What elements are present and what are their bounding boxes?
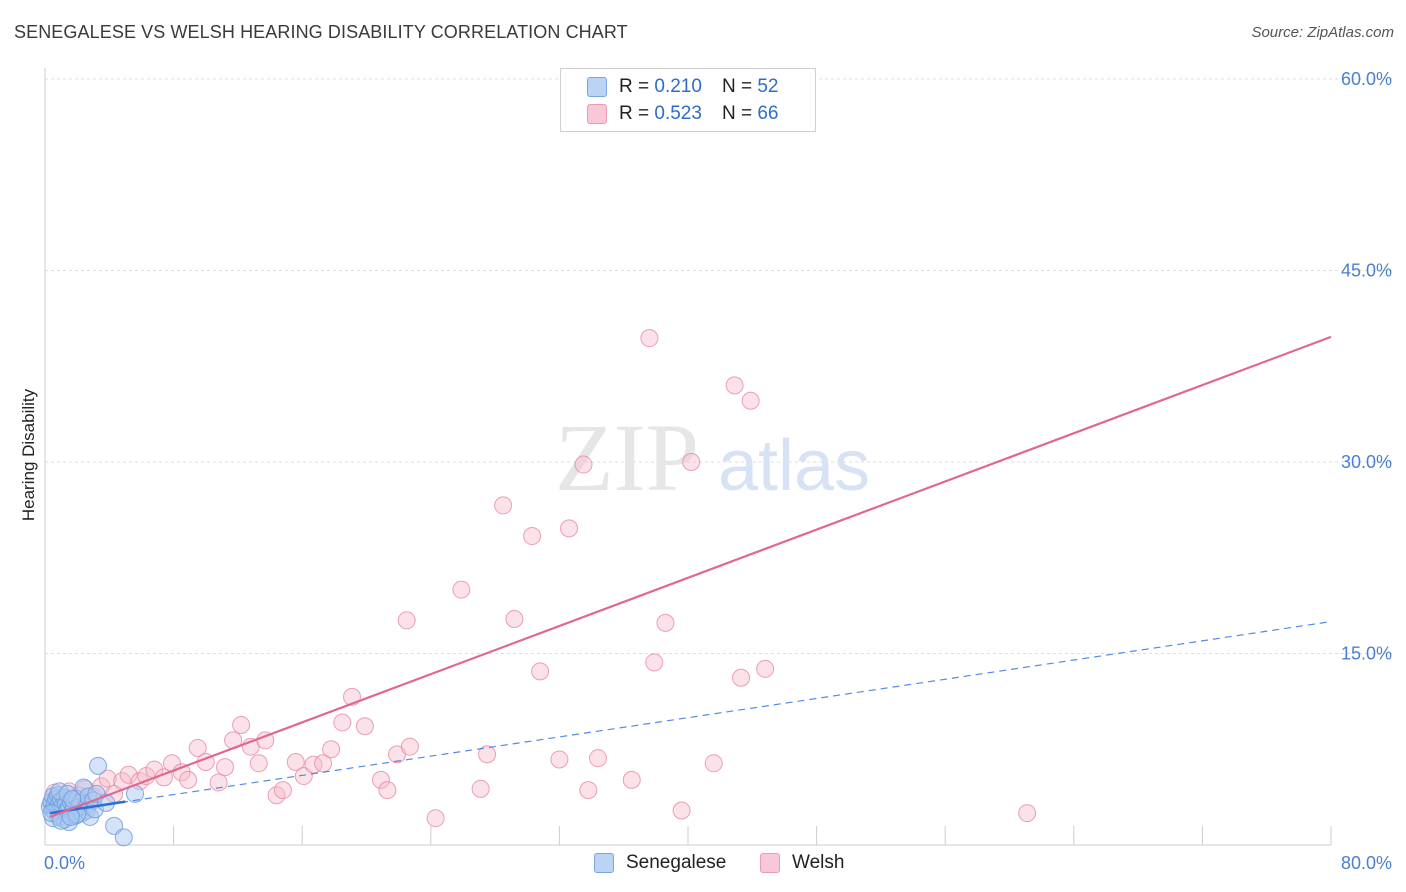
welsh-point <box>273 781 292 800</box>
legend-r-label: R = <box>619 76 650 97</box>
x-tick-label: 80.0% <box>1341 853 1392 873</box>
welsh-point <box>179 770 198 789</box>
senegalese-swatch <box>594 853 614 873</box>
senegalese-swatch <box>587 77 607 97</box>
welsh-point <box>333 713 352 732</box>
welsh-trend-line <box>49 335 1332 818</box>
stats-legend: R = 0.210 N = 52 R = 0.523 N = 66 <box>560 68 816 132</box>
senegalese-point <box>89 756 108 775</box>
y-tick-label: 60.0% <box>1341 69 1392 89</box>
legend-label-welsh: Welsh <box>792 852 845 873</box>
legend-item-welsh: Welsh <box>760 852 844 874</box>
legend-row-welsh: R = 0.523 N = 66 <box>587 102 778 126</box>
welsh-point <box>98 769 117 788</box>
welsh-point <box>452 580 471 599</box>
welsh-point <box>355 717 374 736</box>
senegalese-point <box>63 790 82 809</box>
x-tick-labels: 0.0% 80.0% <box>44 853 1392 873</box>
legend-n-value: 52 <box>757 76 779 97</box>
y-tick-label: 30.0% <box>1341 452 1392 472</box>
welsh-swatch <box>760 853 780 873</box>
welsh-point <box>550 750 569 769</box>
welsh-point <box>478 745 497 764</box>
senegalese-point <box>114 828 133 847</box>
watermark: ZIP atlas <box>555 404 870 511</box>
legend-label-senegalese: Senegalese <box>626 852 727 873</box>
x-tick-label: 0.0% <box>44 853 85 873</box>
legend-r-value: 0.523 <box>654 103 702 124</box>
welsh-swatch <box>587 104 607 124</box>
legend-r-label: R = <box>619 103 650 124</box>
legend-row-senegalese: R = 0.210 N = 52 <box>587 75 778 99</box>
welsh-point <box>426 809 445 828</box>
welsh-point <box>494 496 513 515</box>
welsh-point <box>579 781 598 800</box>
welsh-point <box>286 753 305 772</box>
welsh-point <box>400 737 419 756</box>
y-tick-labels: 15.0% 30.0% 45.0% 60.0% <box>1341 69 1392 664</box>
senegalese-point <box>105 816 124 835</box>
welsh-point <box>656 613 675 632</box>
welsh-point <box>471 779 490 798</box>
welsh-point <box>397 611 416 630</box>
welsh-point <box>505 610 524 629</box>
welsh-point <box>322 740 341 759</box>
legend-item-senegalese: Senegalese <box>594 852 726 874</box>
welsh-series <box>42 329 1037 828</box>
welsh-point <box>216 758 235 777</box>
welsh-point <box>119 765 138 784</box>
welsh-point <box>645 653 664 672</box>
welsh-point <box>622 770 641 789</box>
welsh-point <box>209 773 228 792</box>
legend-r-value: 0.210 <box>654 76 702 97</box>
legend-n-label: N = <box>721 76 753 97</box>
watermark-atlas: atlas <box>718 426 870 506</box>
welsh-point <box>682 453 701 471</box>
welsh-point <box>294 767 313 786</box>
welsh-point <box>304 755 323 774</box>
chart-title: SENEGALESE VS WELSH HEARING DISABILITY C… <box>14 22 628 42</box>
grid-layer <box>45 78 1392 654</box>
welsh-point <box>732 668 751 687</box>
axis-layer <box>44 68 1332 846</box>
welsh-point <box>640 329 659 348</box>
welsh-point <box>588 749 607 768</box>
y-tick-label: 15.0% <box>1341 644 1392 664</box>
legend-n-value: 66 <box>757 103 779 124</box>
welsh-point <box>560 519 579 538</box>
welsh-point <box>523 527 542 546</box>
welsh-point <box>574 455 593 474</box>
welsh-point <box>249 754 268 773</box>
watermark-zip: ZIP <box>555 404 699 511</box>
welsh-point <box>741 391 760 410</box>
welsh-point <box>725 376 744 395</box>
welsh-point <box>371 770 390 789</box>
series-legend: Senegalese Welsh <box>0 852 1406 878</box>
welsh-point <box>704 754 723 773</box>
welsh-point <box>232 715 251 734</box>
welsh-point <box>378 781 397 800</box>
y-axis-title: Hearing Disability <box>19 388 38 521</box>
trend-lines <box>49 335 1332 818</box>
welsh-point <box>672 801 691 820</box>
welsh-point <box>531 662 550 681</box>
legend-n-label: N = <box>721 103 753 124</box>
source-label: Source: ZipAtlas.com <box>1251 24 1394 41</box>
welsh-point <box>1018 804 1037 823</box>
welsh-point <box>188 738 207 757</box>
y-tick-label: 45.0% <box>1341 261 1392 281</box>
welsh-point <box>756 659 775 678</box>
